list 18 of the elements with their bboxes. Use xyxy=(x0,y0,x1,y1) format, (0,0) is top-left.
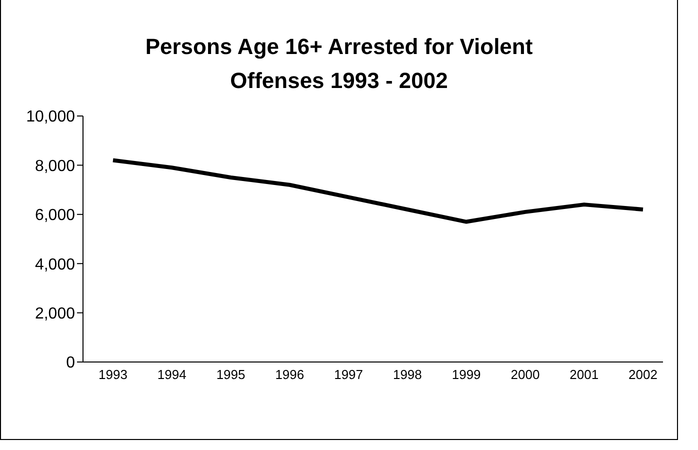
x-tick-label: 1999 xyxy=(452,367,481,382)
x-tick-label: 2002 xyxy=(628,367,658,382)
y-tick-label: 4,000 xyxy=(34,256,76,274)
x-tick-label: 2000 xyxy=(510,367,540,382)
chart-title: Persons Age 16+ Arrested for Violent Offenses 1993 - 2002 xyxy=(144,33,534,95)
y-tick-label: 10,000 xyxy=(26,108,76,126)
x-tick-label: 1997 xyxy=(334,367,364,382)
y-tick-label: 0 xyxy=(66,354,76,372)
x-tick-label: 1995 xyxy=(216,367,246,382)
y-tick-label: 6,000 xyxy=(34,207,76,224)
y-tick-label: 2,000 xyxy=(34,305,76,322)
x-tick-label: 1996 xyxy=(275,367,304,382)
x-tick-label: 2001 xyxy=(570,367,599,382)
y-tick-label: 8,000 xyxy=(34,158,76,175)
x-tick-label: 1994 xyxy=(157,367,186,382)
x-tick-label: 1998 xyxy=(392,367,422,382)
line-series xyxy=(111,158,645,224)
x-tick-label: 1993 xyxy=(98,367,128,382)
